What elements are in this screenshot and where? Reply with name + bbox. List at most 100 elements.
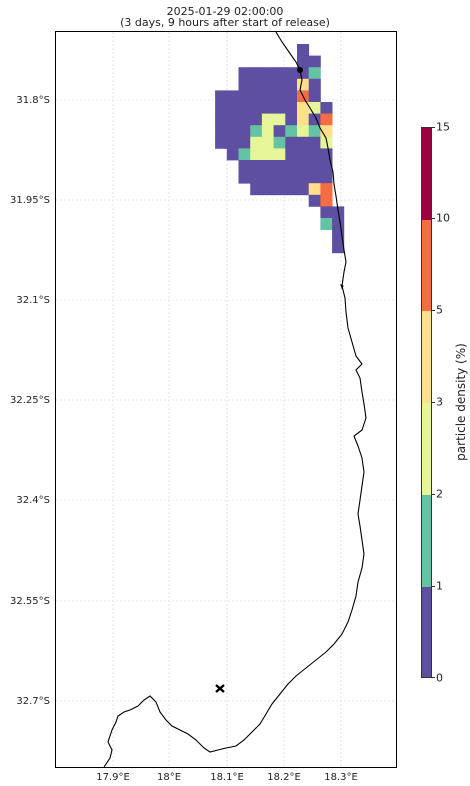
density-cell <box>250 136 263 149</box>
density-cell <box>285 171 298 184</box>
colorbar-segment-1-2 <box>422 495 431 587</box>
density-cell <box>215 90 228 103</box>
density-cell <box>285 125 298 138</box>
lon-tick-label: 18°E <box>156 772 182 783</box>
density-cell <box>226 125 239 138</box>
map-frame[interactable] <box>55 31 397 768</box>
density-cell <box>273 67 286 80</box>
density-cell <box>238 171 251 184</box>
lat-tick-label: 32.4°S <box>16 495 50 506</box>
density-cell <box>297 171 310 184</box>
map-subtitle: (3 days, 9 hours after start of release) <box>120 16 330 29</box>
density-cell <box>320 206 333 219</box>
lat-tick-label: 31.8°S <box>16 95 50 106</box>
colorbar-tick-label: 5 <box>436 303 443 317</box>
density-cell <box>320 194 333 207</box>
density-cell <box>297 102 310 114</box>
density-cell <box>273 160 286 172</box>
density-cell <box>250 148 263 161</box>
colorbar-tick-label: 2 <box>436 487 443 501</box>
lat-tick-label: 32.25°S <box>10 395 50 406</box>
density-cell <box>297 136 310 149</box>
density-cell <box>308 194 321 207</box>
colorbar-tick-label: 10 <box>436 211 450 225</box>
density-cell <box>297 183 310 196</box>
density-cell <box>297 113 310 126</box>
density-cell <box>250 113 263 126</box>
density-cell <box>285 160 298 172</box>
colorbar-tick-label: 3 <box>436 395 443 409</box>
density-cell <box>332 241 345 254</box>
density-cell <box>238 148 251 161</box>
islet <box>340 284 344 290</box>
density-cell <box>273 136 286 149</box>
density-cell <box>273 148 286 161</box>
density-cell <box>332 218 345 230</box>
density-cell <box>215 113 228 126</box>
density-cell <box>238 67 251 80</box>
density-cell <box>261 67 274 80</box>
density-cell <box>226 90 239 103</box>
density-cell <box>285 90 298 103</box>
density-cell <box>308 171 321 184</box>
density-cell <box>261 171 274 184</box>
density-cell <box>273 78 286 91</box>
density-cell <box>308 125 321 138</box>
map-layer <box>56 32 396 767</box>
density-cell <box>215 136 228 149</box>
lat-tick-label: 32.1°S <box>16 295 50 306</box>
density-cell <box>226 148 239 161</box>
density-cell <box>261 160 274 172</box>
density-cell <box>285 183 298 196</box>
density-cell <box>226 102 239 114</box>
density-cell <box>320 183 333 196</box>
density-cell <box>297 125 310 138</box>
colorbar-segment-2-3 <box>422 403 431 495</box>
density-cell <box>250 102 263 114</box>
density-cell <box>250 160 263 172</box>
density-cell <box>238 113 251 126</box>
density-cell <box>250 125 263 138</box>
colorbar-tick-label: 0 <box>436 671 443 685</box>
density-cell <box>261 113 274 126</box>
density-cell <box>285 78 298 91</box>
density-cell <box>238 136 251 149</box>
density-cell <box>238 78 251 91</box>
density-cell <box>273 102 286 114</box>
density-cell <box>261 136 274 149</box>
colorbar-tick-label: 1 <box>436 579 443 593</box>
density-cell <box>273 113 286 126</box>
density-cell <box>320 148 333 161</box>
density-cell <box>250 67 263 80</box>
density-cell <box>297 148 310 161</box>
density-cell <box>308 136 321 149</box>
map-title: 2025-01-29 02:00:00 <box>166 5 284 18</box>
colorbar-tick-label: 15 <box>436 120 450 134</box>
density-cell <box>261 183 274 196</box>
density-cell <box>297 44 310 56</box>
density-cell <box>308 90 321 103</box>
colorbar-label: particle density (%) <box>454 343 468 461</box>
density-cell <box>261 102 274 114</box>
density-cell <box>285 148 298 161</box>
dot-icon <box>297 67 303 73</box>
colorbar-segment-5-10 <box>422 220 431 311</box>
density-cell <box>250 90 263 103</box>
density-cell <box>308 78 321 91</box>
density-cell <box>215 125 228 138</box>
density-cell <box>226 113 239 126</box>
density-cell <box>215 102 228 114</box>
density-cell <box>273 183 286 196</box>
density-cell <box>238 160 251 172</box>
density-cell <box>226 136 239 149</box>
lon-tick-label: 18.2°E <box>267 772 301 783</box>
density-cell <box>250 78 263 91</box>
lon-tick-label: 18.3°E <box>324 772 358 783</box>
density-cell <box>297 55 310 68</box>
density-cell <box>250 171 263 184</box>
colorbar-segment-3-5 <box>422 311 431 403</box>
density-cell <box>320 218 333 230</box>
density-cell <box>273 125 286 138</box>
density-cell <box>273 171 286 184</box>
